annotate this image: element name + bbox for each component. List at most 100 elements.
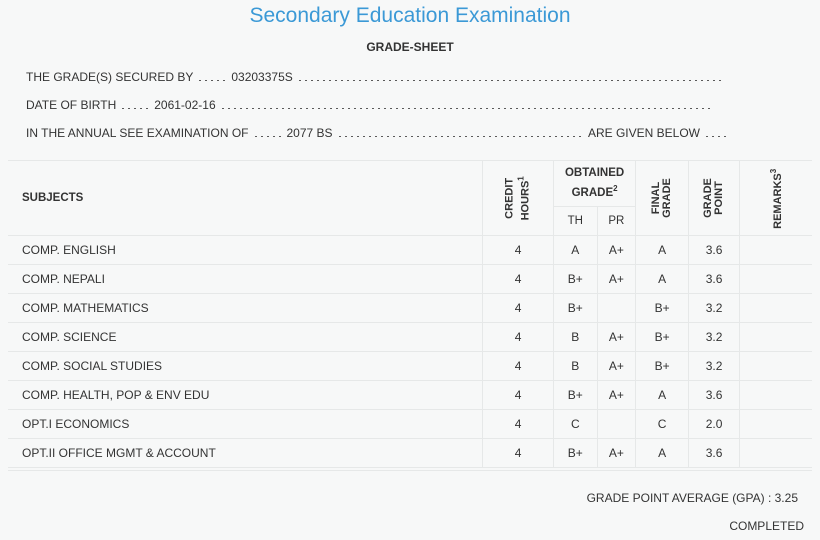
remarks bbox=[739, 351, 812, 381]
subject: COMP. HEALTH, POP & ENV EDU bbox=[8, 380, 483, 410]
credit-hours: 4 bbox=[482, 293, 555, 323]
header-text: TH bbox=[567, 215, 583, 227]
grade-row: COMP. MATHEMATICS 4 B+ B+ 3.2 bbox=[8, 293, 812, 323]
grade-point: 3.2 bbox=[688, 351, 741, 381]
credit-hours: 4 bbox=[482, 235, 555, 265]
grade-point: 3.6 bbox=[688, 235, 741, 265]
grade-point: 3.6 bbox=[688, 438, 741, 468]
header-text: SUBJECTS bbox=[22, 192, 84, 204]
remarks bbox=[739, 438, 812, 468]
info-value: 2061-02-16 bbox=[154, 98, 216, 112]
footnote-mark: 3 bbox=[769, 168, 779, 174]
grade-row: COMP. SCIENCE 4 B A+ B+ 3.2 bbox=[8, 322, 812, 352]
header-text: CREDIT HOURS bbox=[503, 177, 532, 221]
grade-row: COMP. HEALTH, POP & ENV EDU 4 B+ A+ A 3.6 bbox=[8, 380, 812, 410]
subject: OPT.I ECONOMICS bbox=[8, 409, 483, 439]
final-grade: A bbox=[635, 438, 690, 468]
grade-point: 2.0 bbox=[688, 409, 741, 439]
header-cell: OBTAINED GRADE2 bbox=[553, 160, 637, 207]
header-cell: SUBJECTS bbox=[8, 160, 483, 236]
header-cell: TH bbox=[553, 206, 598, 236]
grade-row: COMP. ENGLISH 4 A A+ A 3.6 bbox=[8, 235, 812, 265]
practical-grade bbox=[597, 293, 637, 323]
grade-point: 3.6 bbox=[688, 380, 741, 410]
grade-row: COMP. NEPALI 4 B+ A+ A 3.6 bbox=[8, 264, 812, 294]
theory-grade: B+ bbox=[553, 380, 598, 410]
info-value: 2077 BS bbox=[286, 126, 333, 140]
theory-grade: B bbox=[553, 322, 598, 352]
grade-point: 3.2 bbox=[688, 293, 741, 323]
remarks bbox=[739, 264, 812, 294]
grade-row: COMP. SOCIAL STUDIES 4 B A+ B+ 3.2 bbox=[8, 351, 812, 381]
credit-hours: 4 bbox=[482, 409, 555, 439]
final-grade: B+ bbox=[635, 322, 690, 352]
practical-grade bbox=[597, 409, 637, 439]
header-cell: REMARKS3 bbox=[739, 160, 812, 236]
leader bbox=[296, 71, 722, 81]
leader bbox=[219, 99, 712, 109]
practical-grade: A+ bbox=[597, 351, 637, 381]
credit-hours: 4 bbox=[482, 380, 555, 410]
remarks bbox=[739, 322, 812, 352]
grade-point: 3.6 bbox=[688, 264, 741, 294]
theory-grade: B bbox=[553, 351, 598, 381]
practical-grade: A+ bbox=[597, 380, 637, 410]
final-grade: B+ bbox=[635, 351, 690, 381]
info-label: IN THE ANNUAL SEE EXAMINATION OF bbox=[26, 126, 249, 140]
remarks bbox=[739, 293, 812, 323]
info-label: DATE OF BIRTH bbox=[26, 98, 117, 112]
practical-grade: A+ bbox=[597, 438, 637, 468]
grade-row: OPT.I ECONOMICS 4 C C 2.0 bbox=[8, 409, 812, 439]
header-text: PR bbox=[608, 215, 625, 227]
subject: COMP. MATHEMATICS bbox=[8, 293, 483, 323]
info-label: THE GRADE(S) SECURED BY bbox=[26, 70, 194, 84]
theory-grade: B+ bbox=[553, 438, 598, 468]
info-line: THE GRADE(S) SECURED BY 03203375S bbox=[26, 70, 726, 84]
grade-point: 3.2 bbox=[688, 322, 741, 352]
theory-grade: B+ bbox=[553, 264, 598, 294]
credit-hours: 4 bbox=[482, 438, 555, 468]
leader bbox=[252, 127, 283, 137]
header-text: REMARKS bbox=[771, 173, 784, 229]
practical-grade: A+ bbox=[597, 235, 637, 265]
header-text: OBTAINED GRADE bbox=[564, 167, 625, 199]
footnote-mark: 2 bbox=[613, 184, 618, 194]
remarks bbox=[739, 235, 812, 265]
header-text: GRADE POINT bbox=[702, 178, 726, 218]
final-grade: A bbox=[635, 235, 690, 265]
header-cell: CREDIT HOURS1 bbox=[482, 160, 555, 236]
leader bbox=[336, 127, 584, 137]
header-cell: GRADE POINT bbox=[688, 160, 741, 236]
credit-hours: 4 bbox=[482, 322, 555, 352]
practical-grade: A+ bbox=[597, 264, 637, 294]
subject: OPT.II OFFICE MGMT & ACCOUNT bbox=[8, 438, 483, 468]
practical-grade: A+ bbox=[597, 322, 637, 352]
header-cell: PR bbox=[597, 206, 637, 236]
footer: GRADE POINT AVERAGE (GPA) : 3.25 COMPLET… bbox=[8, 470, 812, 539]
final-grade: A bbox=[635, 264, 690, 294]
credit-hours: 4 bbox=[482, 351, 555, 381]
info-line: DATE OF BIRTH 2061-02-16 bbox=[26, 98, 716, 112]
grades-table: SUBJECTS CREDIT HOURS1 OBTAINED GRADE2 F… bbox=[8, 160, 812, 468]
subject: COMP. NEPALI bbox=[8, 264, 483, 294]
info-value: 03203375S bbox=[231, 70, 293, 84]
subject: COMP. ENGLISH bbox=[8, 235, 483, 265]
leader bbox=[120, 99, 151, 109]
final-grade: B+ bbox=[635, 293, 690, 323]
gpa: GRADE POINT AVERAGE (GPA) : 3.25 bbox=[586, 491, 798, 505]
info-suffix: ARE GIVEN BELOW bbox=[587, 126, 700, 140]
header-text: FINAL GRADE bbox=[650, 178, 674, 218]
leader bbox=[197, 71, 228, 81]
theory-grade: B+ bbox=[553, 293, 598, 323]
grade-row: OPT.II OFFICE MGMT & ACCOUNT 4 B+ A+ A 3.6 bbox=[8, 438, 812, 468]
final-grade: C bbox=[635, 409, 690, 439]
info-line: IN THE ANNUAL SEE EXAMINATION OF 2077 BS… bbox=[26, 126, 726, 140]
credit-hours: 4 bbox=[482, 264, 555, 294]
status: COMPLETED bbox=[729, 519, 804, 533]
footnote-mark: 1 bbox=[516, 175, 526, 181]
header-cell: FINAL GRADE bbox=[635, 160, 690, 236]
title: Secondary Education Examination bbox=[249, 4, 571, 27]
leader bbox=[704, 127, 726, 137]
subject: COMP. SOCIAL STUDIES bbox=[8, 351, 483, 381]
